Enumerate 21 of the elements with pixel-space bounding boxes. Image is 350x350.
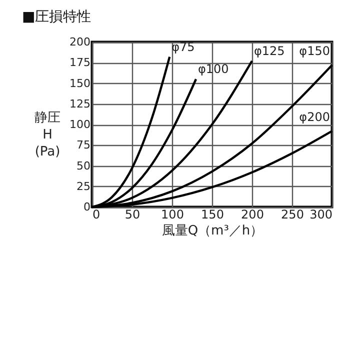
y-tick-label: 150: [70, 76, 90, 90]
y-tick-label: 25: [76, 180, 90, 193]
x-tick-label: 200: [241, 208, 264, 222]
series-label: φ150: [299, 44, 330, 58]
x-tick-label: 100: [161, 208, 184, 222]
x-tick-label: 150: [201, 208, 224, 222]
y-axis-title: 静圧 H (Pa): [34, 110, 60, 160]
x-axis-title: 風量Q（m³／h）: [162, 224, 264, 238]
series-label: φ125: [254, 44, 285, 58]
x-tick-label: 50: [124, 208, 140, 222]
y-tick-label: 175: [70, 56, 90, 70]
y-tick-label: 125: [70, 97, 90, 110]
y-tick-label: 75: [76, 138, 90, 152]
x-tick-label: 300: [310, 208, 332, 222]
series-label: φ200: [299, 110, 330, 124]
x-tick-label: 0: [92, 208, 100, 222]
y-tick-label: 100: [70, 118, 90, 131]
y-tick-label: 200: [70, 36, 90, 48]
chart-title: ■圧損特性: [22, 9, 92, 25]
y-tick-label: 50: [76, 159, 90, 172]
x-tick-label: 250: [281, 208, 304, 222]
